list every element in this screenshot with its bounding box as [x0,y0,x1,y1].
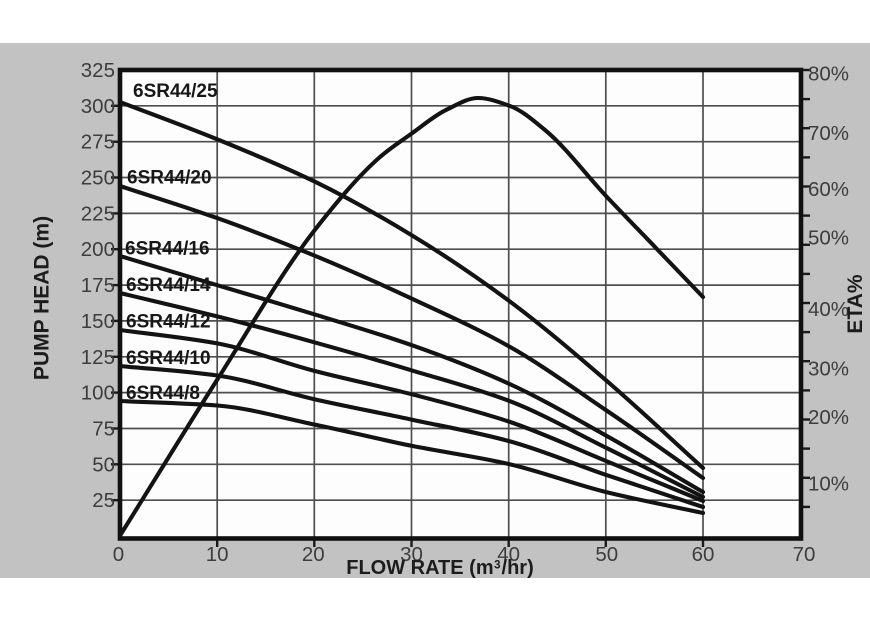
svg-text:80%: 80% [808,63,849,86]
svg-text:20: 20 [302,543,325,566]
svg-text:75: 75 [92,418,115,441]
svg-text:25: 25 [92,489,115,512]
svg-text:50%: 50% [808,226,849,249]
svg-text:175: 175 [81,274,115,297]
svg-text:250: 250 [81,167,115,190]
svg-text:6SR44/25: 6SR44/25 [133,81,218,102]
svg-text:6SR44/8: 6SR44/8 [126,383,200,404]
svg-text:40: 40 [497,543,520,566]
svg-text:325: 325 [81,59,115,82]
svg-text:60%: 60% [808,178,849,201]
svg-text:6SR44/16: 6SR44/16 [125,239,210,260]
svg-text:225: 225 [81,202,115,225]
svg-text:PUMP HEAD (m): PUMP HEAD (m) [31,216,54,380]
svg-text:6SR44/10: 6SR44/10 [126,348,211,369]
svg-text:6SR44/12: 6SR44/12 [126,312,211,333]
svg-text:60: 60 [692,543,715,566]
svg-text:150: 150 [81,310,115,333]
svg-text:100: 100 [81,382,115,405]
svg-text:30%: 30% [808,358,849,381]
svg-text:FLOW RATE (m3/hr): FLOW RATE (m3/hr) [346,557,534,579]
svg-text:275: 275 [81,131,115,154]
svg-text:0: 0 [113,543,124,566]
svg-text:20%: 20% [808,406,849,429]
svg-text:10%: 10% [808,473,849,496]
svg-text:70: 70 [793,543,816,566]
svg-text:40%: 40% [808,298,849,321]
svg-text:50: 50 [92,453,115,476]
svg-text:6SR44/20: 6SR44/20 [127,168,212,189]
svg-text:10: 10 [206,543,229,566]
svg-text:30: 30 [400,543,423,566]
svg-text:125: 125 [81,346,115,369]
svg-text:70%: 70% [808,122,849,145]
svg-text:300: 300 [81,95,115,118]
svg-text:6SR44/14: 6SR44/14 [126,275,211,296]
svg-text:50: 50 [595,543,618,566]
svg-text:200: 200 [81,238,115,261]
svg-text:ETA%: ETA% [844,274,867,333]
